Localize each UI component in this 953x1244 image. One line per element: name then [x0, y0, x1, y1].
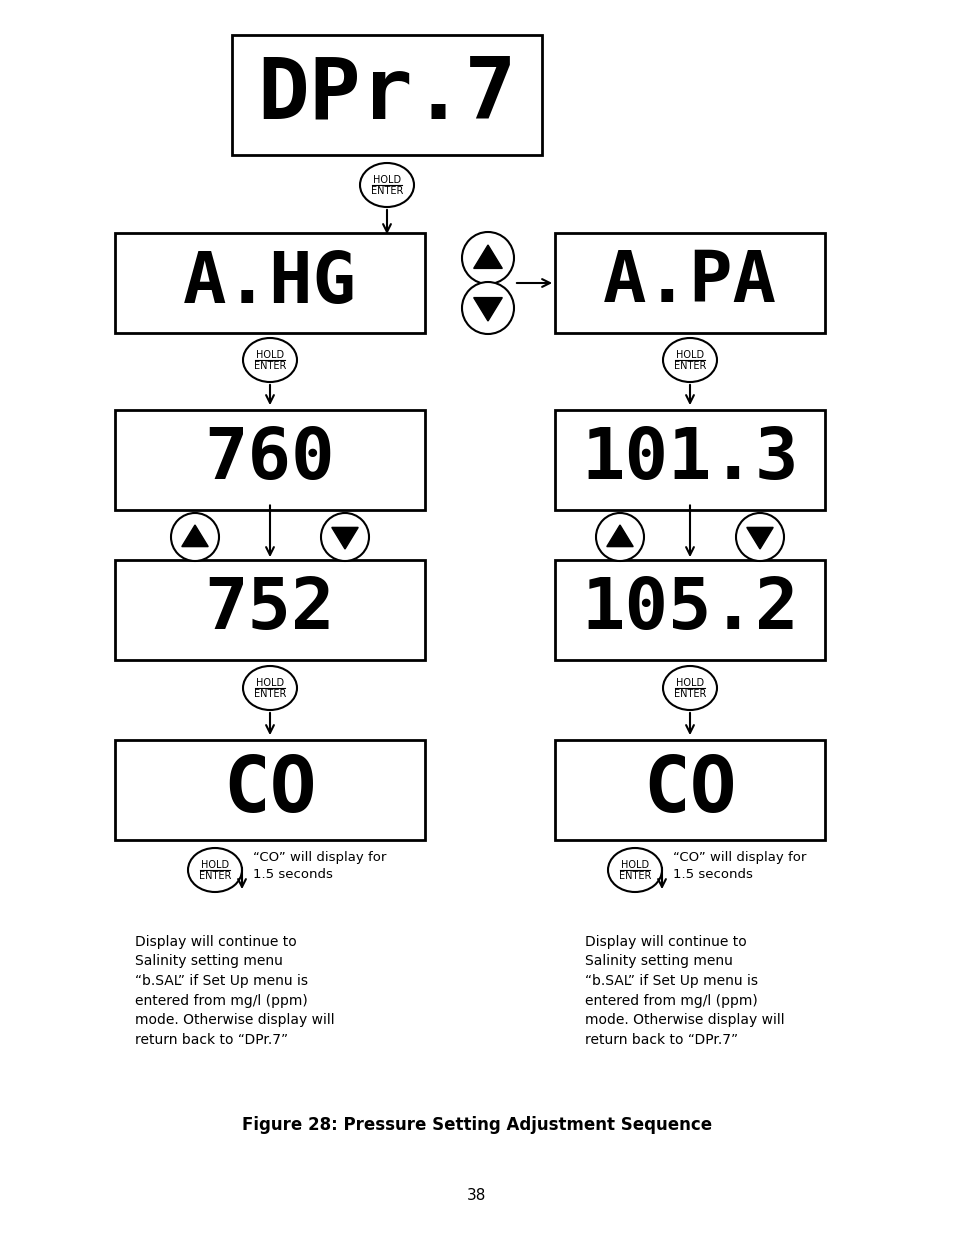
Text: HOLD: HOLD	[201, 860, 229, 870]
Bar	[232, 35, 541, 156]
Text: ENTER: ENTER	[673, 689, 705, 699]
Bar	[115, 740, 424, 840]
Text: CO: CO	[642, 753, 736, 829]
Text: CO: CO	[223, 753, 316, 829]
Text: 38: 38	[467, 1188, 486, 1203]
Ellipse shape	[188, 848, 242, 892]
Text: 105.2: 105.2	[580, 576, 798, 644]
Polygon shape	[474, 245, 502, 269]
Ellipse shape	[662, 338, 717, 382]
Bar	[555, 560, 824, 661]
Text: 752: 752	[205, 576, 335, 644]
Text: ENTER: ENTER	[371, 187, 403, 197]
Text: A.PA: A.PA	[602, 249, 776, 317]
Text: DPr.7: DPr.7	[257, 53, 517, 137]
Text: Display will continue to
Salinity setting menu
“b.SAL” if Set Up menu is
entered: Display will continue to Salinity settin…	[135, 935, 335, 1046]
Text: ENTER: ENTER	[673, 361, 705, 371]
Polygon shape	[474, 297, 502, 321]
Bar	[555, 233, 824, 333]
Text: 101.3: 101.3	[580, 425, 798, 495]
Text: HOLD: HOLD	[373, 175, 400, 185]
Polygon shape	[332, 527, 357, 549]
Text: ENTER: ENTER	[253, 689, 286, 699]
Polygon shape	[606, 525, 633, 546]
Circle shape	[320, 513, 369, 561]
Ellipse shape	[243, 666, 296, 710]
Circle shape	[461, 231, 514, 284]
Text: A.HG: A.HG	[183, 249, 356, 317]
Circle shape	[735, 513, 783, 561]
Text: Display will continue to
Salinity setting menu
“b.SAL” if Set Up menu is
entered: Display will continue to Salinity settin…	[584, 935, 783, 1046]
Text: “CO” will display for
1.5 seconds: “CO” will display for 1.5 seconds	[672, 851, 805, 882]
Ellipse shape	[662, 666, 717, 710]
Text: HOLD: HOLD	[255, 350, 284, 360]
Text: HOLD: HOLD	[620, 860, 648, 870]
Bar	[115, 233, 424, 333]
Circle shape	[171, 513, 219, 561]
Text: HOLD: HOLD	[676, 350, 703, 360]
Ellipse shape	[607, 848, 661, 892]
Bar	[555, 411, 824, 510]
Text: HOLD: HOLD	[255, 678, 284, 688]
Text: ENTER: ENTER	[198, 871, 231, 881]
Text: Figure 28: Pressure Setting Adjustment Sequence: Figure 28: Pressure Setting Adjustment S…	[242, 1116, 711, 1135]
Ellipse shape	[243, 338, 296, 382]
Circle shape	[596, 513, 643, 561]
Ellipse shape	[359, 163, 414, 207]
Text: ENTER: ENTER	[618, 871, 651, 881]
Text: HOLD: HOLD	[676, 678, 703, 688]
Text: ENTER: ENTER	[253, 361, 286, 371]
Bar	[115, 560, 424, 661]
Bar	[115, 411, 424, 510]
Text: “CO” will display for
1.5 seconds: “CO” will display for 1.5 seconds	[253, 851, 386, 882]
Polygon shape	[182, 525, 208, 546]
Polygon shape	[746, 527, 772, 549]
Text: 760: 760	[205, 425, 335, 495]
Circle shape	[461, 282, 514, 333]
Bar	[555, 740, 824, 840]
